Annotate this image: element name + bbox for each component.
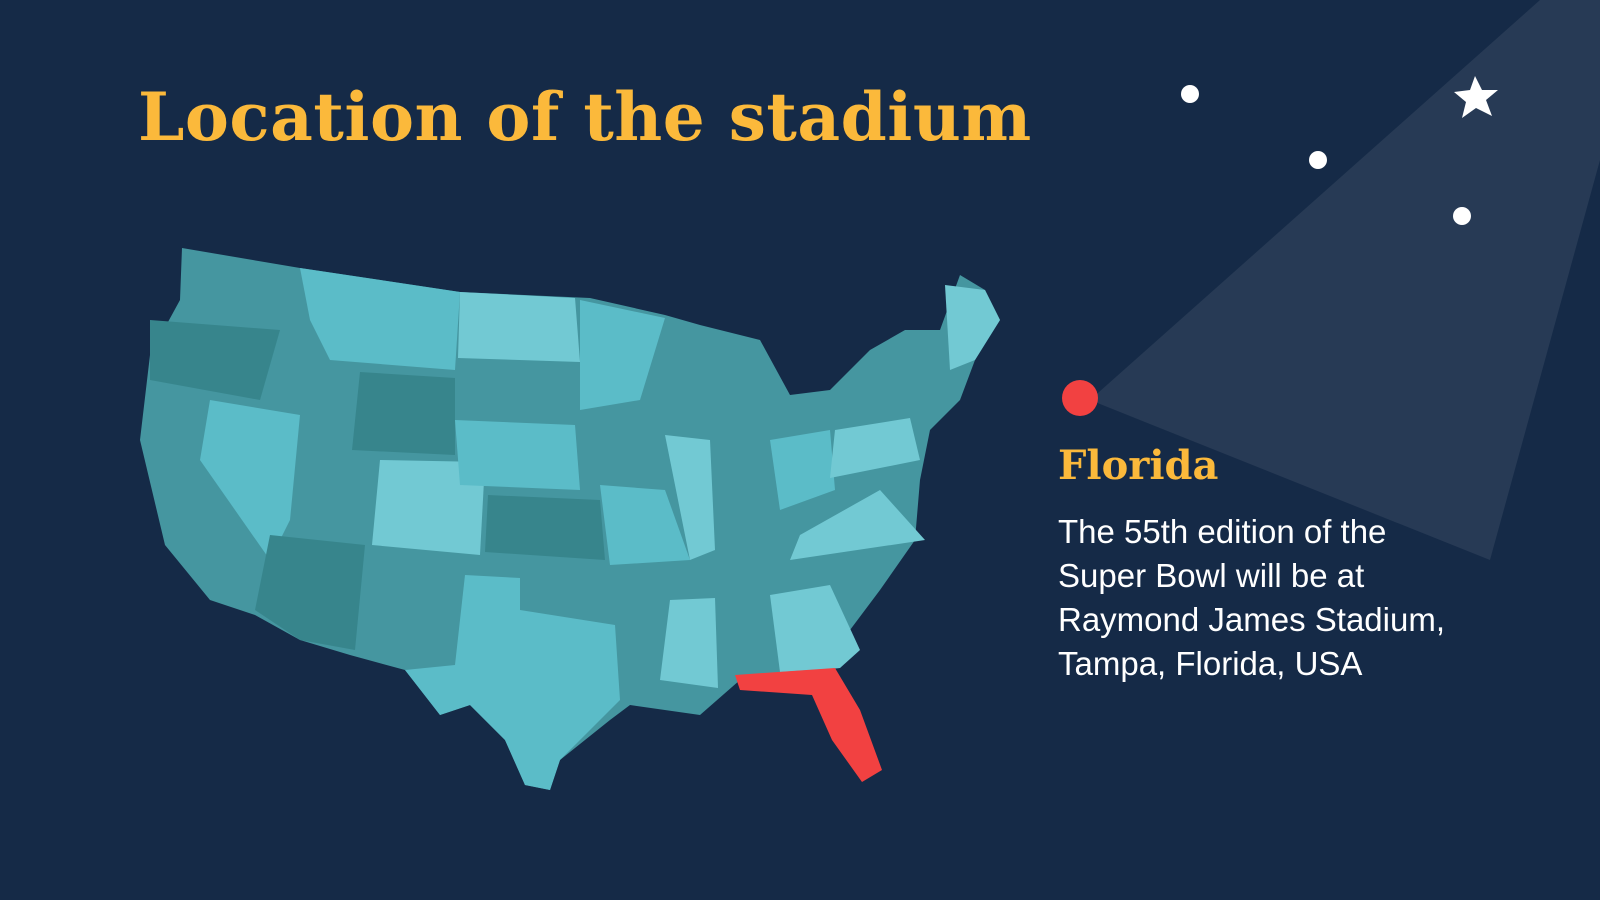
state [665, 435, 715, 560]
location-name: Florida [1058, 442, 1219, 489]
location-marker [1062, 380, 1098, 416]
state [790, 490, 925, 560]
state [150, 320, 280, 400]
location-description: The 55th edition of the Super Bowl will b… [1058, 510, 1445, 686]
state [455, 420, 580, 490]
state [405, 575, 620, 790]
dot [1453, 207, 1471, 225]
state [200, 400, 300, 560]
state [830, 418, 920, 478]
state [458, 292, 580, 362]
description-line: Super Bowl will be at [1058, 557, 1365, 594]
florida [735, 668, 882, 782]
description-line: Raymond James Stadium, [1058, 601, 1445, 638]
state [770, 585, 860, 672]
title: Location of the stadium [138, 78, 1032, 156]
dot [1309, 151, 1327, 169]
state [660, 598, 718, 688]
description-line: The 55th edition of the [1058, 513, 1387, 550]
state [580, 300, 665, 410]
spotlight [1090, 0, 1600, 560]
state [485, 495, 605, 560]
state [600, 485, 690, 565]
state [770, 430, 835, 510]
state [300, 268, 460, 370]
state [945, 285, 1000, 370]
state [372, 460, 485, 555]
dot [1181, 85, 1199, 103]
description-line: Tampa, Florida, USA [1058, 645, 1363, 682]
us-map [140, 248, 1000, 790]
state [352, 372, 455, 455]
star [1454, 76, 1498, 118]
state [255, 535, 365, 650]
